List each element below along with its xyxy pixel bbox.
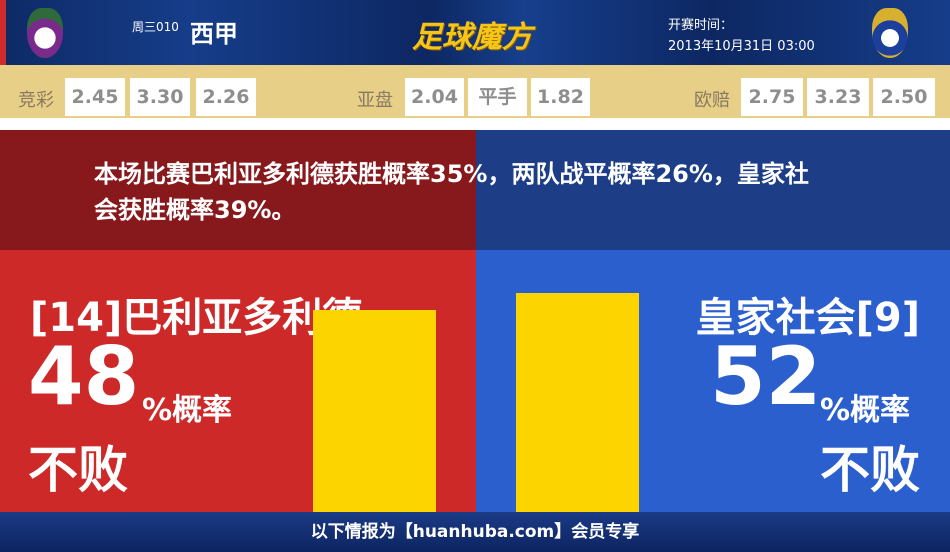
home-team-name: [14]巴利亚多利德 <box>30 295 363 341</box>
jingcai-odd: 3.30 <box>130 78 190 116</box>
home-unbeaten-bar <box>313 310 436 512</box>
match-header: 周三010 西甲 足球魔方 开赛时间： 2013年10月31日 03:00 <box>0 0 950 65</box>
odds-bar: 竞彩 2.45 3.30 2.26 亚盘 2.04 平手 1.82 欧赔 2.7… <box>0 65 950 118</box>
away-unbeaten-bar <box>516 293 639 512</box>
jingcai-odd: 2.45 <box>65 78 125 116</box>
asian-handicap: 平手 <box>468 78 527 116</box>
match-code: 周三010 <box>132 20 179 34</box>
away-team-crest-icon <box>872 8 908 58</box>
jingcai-odd: 2.26 <box>196 78 256 116</box>
home-team-crest-icon <box>27 8 63 58</box>
home-percent-suffix: %概率 <box>142 393 233 428</box>
euro-odd: 2.50 <box>873 78 935 116</box>
away-percent: 52 <box>710 330 822 423</box>
accent-strip <box>0 0 6 65</box>
away-result: 不败 <box>820 441 920 499</box>
app-logo: 足球魔方 <box>412 20 532 55</box>
asian-label: 亚盘 <box>357 90 393 111</box>
euro-odd: 3.23 <box>807 78 869 116</box>
asian-odd: 2.04 <box>405 78 464 116</box>
probability-summary: 本场比赛巴利亚多利德获胜概率35%，两队战平概率26%，皇家社会获胜概率39%。 <box>94 160 809 224</box>
away-percent-suffix: %概率 <box>820 393 911 428</box>
home-percent: 48 <box>28 330 140 423</box>
home-result: 不败 <box>28 441 128 499</box>
euro-label: 欧赔 <box>694 90 730 111</box>
kickoff-time: 2013年10月31日 03:00 <box>668 39 815 54</box>
league-name: 西甲 <box>190 20 238 48</box>
asian-odd: 1.82 <box>531 78 590 116</box>
jingcai-label: 竞彩 <box>18 90 54 111</box>
kickoff-label: 开赛时间： <box>668 18 734 33</box>
summary-bg-home <box>0 130 476 250</box>
euro-odd: 2.75 <box>741 78 803 116</box>
away-team-name: 皇家社会[9] <box>695 295 920 341</box>
summary-bg-away <box>476 130 950 250</box>
member-footer[interactable]: 以下情报为【huanhuba.com】会员专享 <box>0 512 950 552</box>
